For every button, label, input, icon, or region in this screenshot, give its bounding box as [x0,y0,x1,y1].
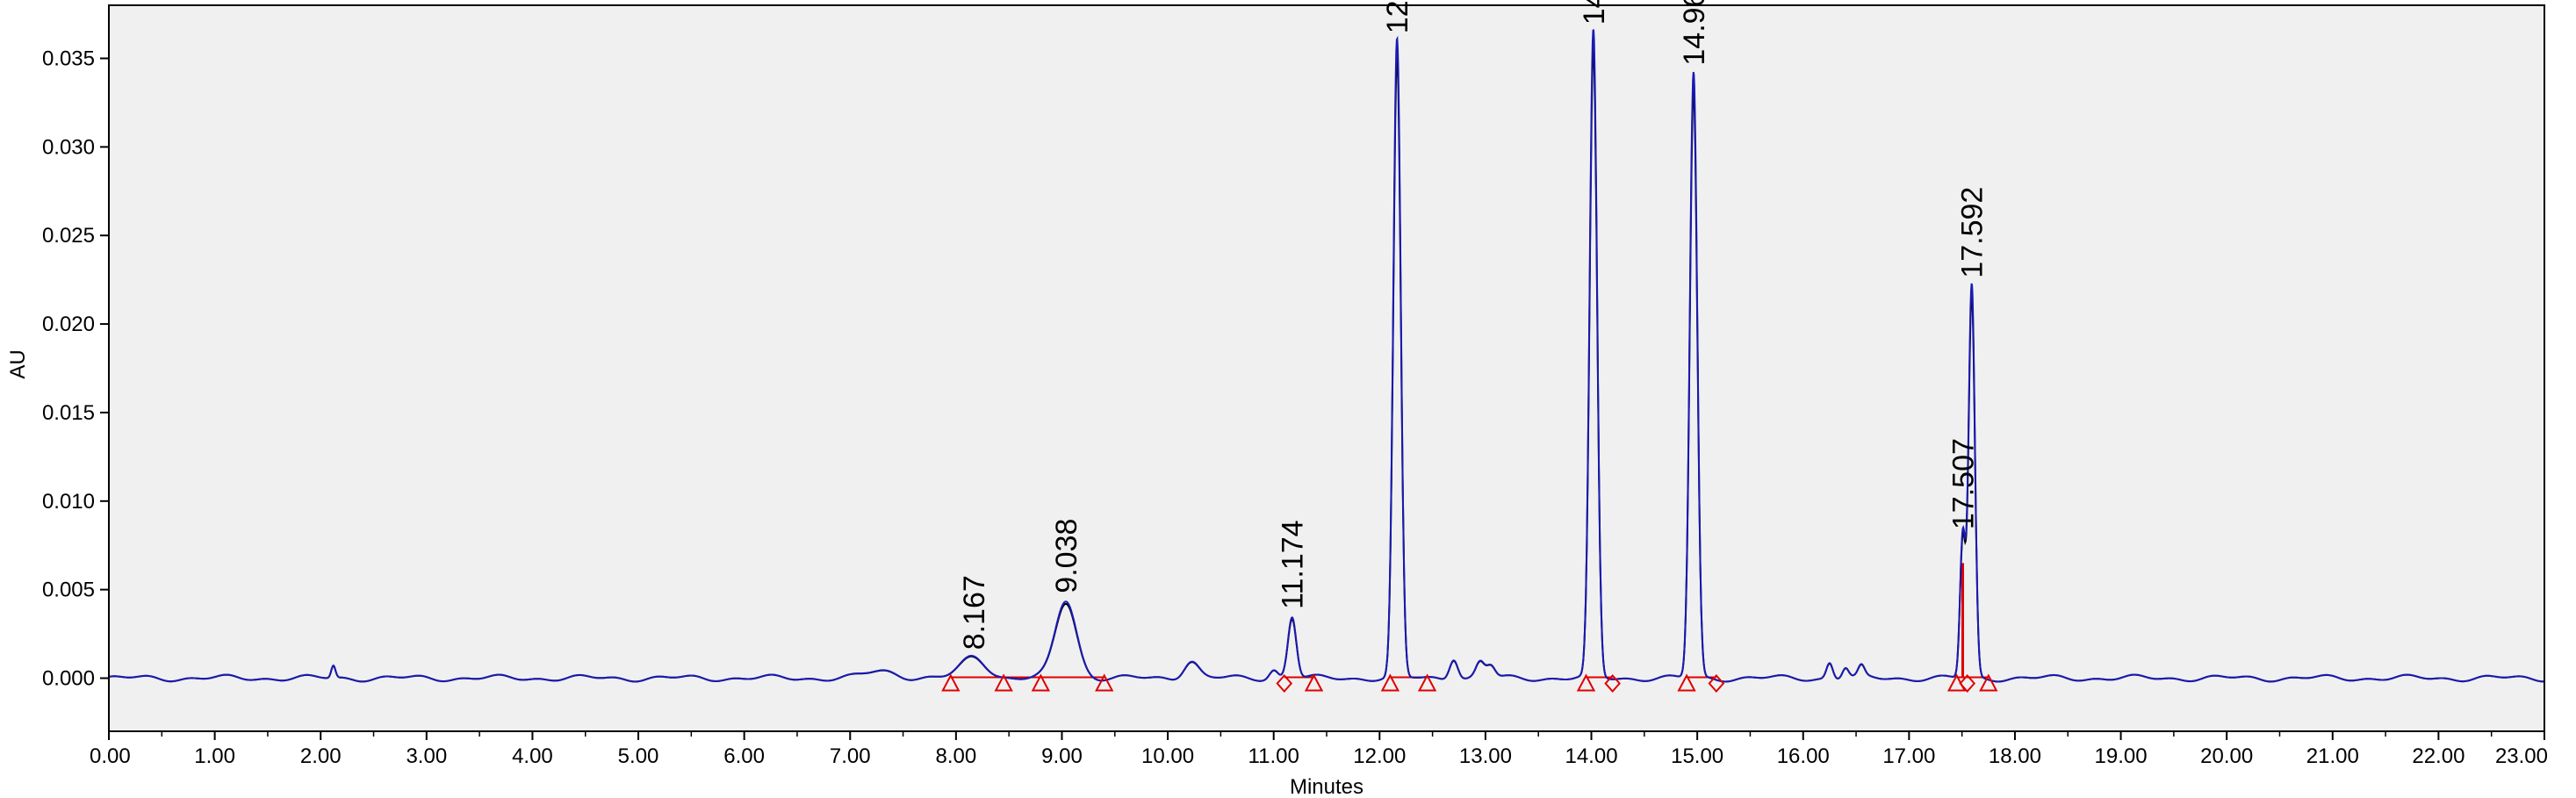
x-tick-label: 20.00 [2200,744,2253,768]
y-tick-label: 0.030 [42,135,95,159]
integration-marker-layer [941,673,1998,693]
peak-label: 14.965 [1678,0,1711,66]
integration-marker-diamond [1276,673,1293,693]
integration-marker-triangle [1304,673,1324,692]
integration-marker-triangle [1417,673,1437,692]
y-tick-label: 0.025 [42,224,95,248]
x-tick-label: 22.00 [2412,744,2464,768]
x-axis-title: Minutes [1290,775,1364,798]
integration-marker-diamond [1708,673,1725,693]
y-tick-label: 0.010 [42,490,95,514]
x-tick-label: 19.00 [2095,744,2148,768]
x-tick-label: 14.00 [1565,744,1617,768]
x-tick-label: 16.00 [1777,744,1830,768]
x-tick-label: 17.00 [1882,744,1935,768]
integration-marker-triangle [1979,673,1998,692]
peak-label: 11.174 [1277,520,1310,608]
integration-marker-triangle [1095,673,1114,692]
integration-marker-triangle [1576,673,1596,692]
x-tick-label: 11.00 [1248,744,1299,768]
x-axis: 0.00 1.00 2.00 3.00 4.00 5.00 6.00 7.00 8.00 9.00… [90,731,2548,768]
x-tick-label: 8.00 [936,744,977,768]
x-tick-label: 18.00 [1989,744,2041,768]
x-tick-label: 10.00 [1141,744,1194,768]
integration-marker-diamond [1959,673,1976,693]
signal-trace [108,29,2544,683]
x-tick-label: 13.00 [1459,744,1512,768]
peak-label: 8.167 [958,575,991,650]
peak-label: 9.038 [1050,519,1083,593]
y-axis: 0.000 0.005 0.010 0.015 0.020 0.025 0.030 0.035 [42,47,109,690]
x-tick-label: 5.00 [618,744,659,768]
peak-label: 17.507 [1947,438,1981,529]
y-tick-label: 0.005 [42,579,95,602]
y-tick-label: 0.035 [42,47,95,71]
x-tick-label: 3.00 [406,744,447,768]
integration-marker-triangle [1380,673,1400,692]
integration-marker-diamond [1604,673,1621,693]
x-tick-label: 23.00 [2495,744,2548,768]
x-tick-label: 6.00 [723,744,765,768]
x-tick-label: 0.00 [90,744,131,768]
peak-label: 17.592 [1956,187,1990,278]
integration-marker-triangle [994,673,1013,692]
trace-layer [108,29,2544,683]
y-tick-label: 0.020 [42,313,95,336]
y-tick-label: 0.000 [42,666,95,690]
y-tick-label: 0.015 [42,401,95,425]
peak-label-layer: 8.1679.03811.17412.16514.01914.96517.507… [958,0,1990,650]
x-tick-label: 15.00 [1671,744,1723,768]
integration-marker-triangle [1031,673,1051,692]
x-tick-label: 7.00 [830,744,871,768]
x-tick-label: 4.00 [512,744,553,768]
x-tick-label: 12.00 [1353,744,1406,768]
integration-marker-triangle [941,673,961,692]
x-tick-label: 9.00 [1041,744,1083,768]
x-tick-label: 1.00 [194,744,235,768]
x-tick-label: 2.00 [300,744,342,768]
plot-background [109,5,2544,731]
x-tick-label: 21.00 [2306,744,2359,768]
peak-label: 14.019 [1578,0,1611,25]
integration-marker-triangle [1677,673,1696,692]
y-axis-title: AU [6,349,30,378]
